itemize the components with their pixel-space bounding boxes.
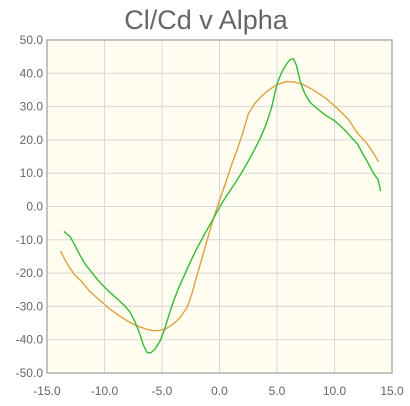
plot-border	[46, 39, 393, 374]
x-axis-ticks: -15.0 -10.0 -5.0 0.0 5.0 10.0 15.0	[33, 384, 404, 398]
y-tick-label: 50.0	[20, 33, 44, 47]
y-tick-label: -40.0	[16, 333, 44, 347]
x-tick-label: 15.0	[380, 384, 404, 398]
series-line-2	[63, 57, 382, 354]
y-tick-label: 30.0	[20, 100, 44, 114]
y-axis-ticks: 50.0 40.0 30.0 20.0 10.0 0.0 -10.0 -20.0 -30.0 -4…	[16, 33, 44, 380]
y-tick-label: -30.0	[16, 299, 44, 313]
series-layer	[60, 57, 382, 354]
y-tick-label: 0.0	[26, 200, 43, 214]
x-tick-label: 10.0	[323, 384, 347, 398]
y-tick-label: -20.0	[16, 266, 44, 280]
y-tick-label: 10.0	[20, 166, 44, 180]
y-tick-label: -50.0	[16, 366, 44, 380]
x-tick-label: 5.0	[269, 384, 286, 398]
x-tick-label: -15.0	[33, 384, 61, 398]
chart-title: Cl/Cd v Alpha	[124, 5, 289, 35]
x-tick-label: 0.0	[211, 384, 228, 398]
x-tick-label: -10.0	[91, 384, 119, 398]
x-tick-label: -5.0	[152, 384, 173, 398]
y-tick-label: -10.0	[16, 233, 44, 247]
y-tick-label: 20.0	[20, 133, 44, 147]
y-tick-label: 40.0	[20, 66, 44, 80]
